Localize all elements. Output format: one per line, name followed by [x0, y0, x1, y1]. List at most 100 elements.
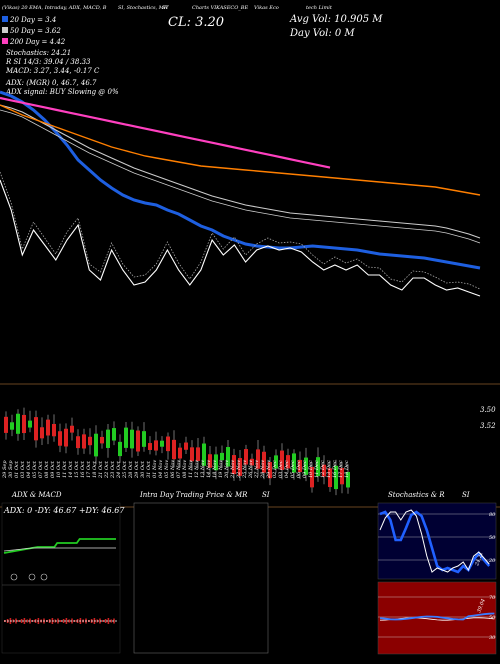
date-label: 09 Dec [302, 460, 308, 478]
date-label: 30 Sep [8, 460, 14, 478]
macd-histogram [4, 618, 118, 624]
date-label: 15 Oct [74, 460, 80, 478]
date-label: 08 Oct [44, 460, 50, 478]
adx-circle-marker [28, 573, 36, 581]
candle-body [142, 431, 146, 447]
candle-body [280, 450, 284, 470]
date-label: 29 Oct [134, 460, 140, 479]
date-label: 29 Sep [2, 460, 8, 479]
candle-body [136, 430, 140, 452]
date-label: 16 Dec [332, 460, 338, 478]
date-label: 01 Nov [152, 460, 158, 478]
main-price-chart [0, 90, 481, 297]
pink-line [0, 96, 331, 169]
stoch-axis-20: 20 [488, 558, 496, 564]
date-label: 17 Oct [86, 460, 92, 478]
adx-macd-title: ADX & MACD [11, 491, 62, 499]
rsi-axis-50: 50 [489, 615, 496, 621]
candle-body [172, 439, 176, 460]
candle-body [70, 425, 74, 433]
date-label: 18 Dec [344, 460, 350, 478]
legend-adx-signal: ADX signal: BUY Slowing @ 0% [5, 88, 119, 96]
macd-bar [102, 620, 104, 622]
date-label: 13 Nov [200, 460, 206, 478]
date-label: 06 Dec [296, 460, 302, 478]
candle-body [274, 455, 278, 469]
adx-circle-marker [10, 573, 18, 581]
date-label: 01 Oct [14, 460, 20, 478]
candle-body [154, 440, 158, 451]
candle-body [64, 428, 68, 447]
date-label: 07 Oct [38, 460, 44, 478]
date-label: 04 Oct [26, 460, 32, 478]
candle-body [214, 454, 218, 471]
intraday-title: Intra Day Trading Price & MR [139, 491, 248, 499]
candle-body [346, 471, 350, 488]
legend-swatch-ema20 [2, 16, 8, 22]
date-label: 12 Nov [194, 460, 200, 478]
macd-bar [20, 619, 23, 623]
candle-body [106, 429, 110, 448]
macd-bar [23, 618, 26, 624]
date-label: 12 Dec [320, 460, 326, 478]
candle-body [184, 442, 188, 450]
candle-body [118, 441, 122, 457]
candle-body [220, 452, 224, 461]
candle-body [232, 455, 236, 475]
date-label: 07 Nov [176, 460, 182, 478]
title-segment: Charts VIKASECO_BE [192, 5, 248, 11]
adx-panel-bg [1, 502, 121, 654]
legend-stochastics: Stochastics: 24.21 [6, 49, 71, 57]
candle-body [40, 427, 44, 439]
macd-bar [60, 620, 62, 622]
candle-body [58, 431, 62, 446]
price-axis-label-mid: 3.52 [480, 422, 496, 430]
rsi-lines [379, 612, 495, 621]
legend-ema50: 50 Day = 3.62 [10, 27, 61, 35]
legend-swatch-ema50 [2, 27, 8, 33]
date-label: 21 Nov [230, 460, 236, 479]
header: (Vikas) 20 EMA, Intraday, ADX, MACD, B SI… [2, 4, 383, 39]
candle-body [10, 422, 14, 430]
candle-body [4, 416, 8, 433]
date-label: 24 Oct [116, 460, 122, 479]
candle-body [178, 447, 182, 459]
close-label: CL: 3.20 [168, 15, 224, 30]
candle-body [286, 455, 290, 469]
date-label: 17 Dec [338, 460, 344, 478]
day-volume: Day Vol: 0 M [289, 28, 355, 39]
candle-body [334, 465, 338, 490]
candle-body [100, 436, 104, 444]
candle-body [292, 453, 296, 473]
date-label: 20 Nov [224, 460, 230, 479]
legend-macd: MACD: 3.27, 3.44, -0.17 C [5, 67, 100, 75]
candle-body [262, 451, 266, 473]
candle-body [160, 440, 164, 447]
date-label: 30 Oct [140, 460, 146, 478]
date-label: 11 Nov [188, 460, 194, 478]
candle-body [94, 433, 98, 457]
rsi-value-label: 39.04 [476, 598, 487, 614]
legend-rsi: R SI 14/3: 39.04 / 38.33 [5, 58, 91, 66]
date-label: 03 Oct [20, 460, 26, 478]
macd-bar [110, 619, 112, 623]
candle-body [148, 443, 152, 450]
date-label: 19 Nov [218, 460, 224, 478]
ema20-line [0, 90, 481, 270]
candle-body [76, 436, 80, 449]
date-label: 18 Nov [212, 460, 218, 478]
date-label: 05 Dec [290, 460, 296, 478]
title-segment: Vikas Eco [254, 5, 279, 11]
date-label: 26 Nov [248, 460, 254, 479]
candle-body [28, 420, 32, 428]
adx-white-line [3, 547, 116, 552]
macd-bar [104, 619, 107, 623]
candle-body [82, 434, 86, 449]
title-segment: tech Limit [306, 5, 333, 11]
candle-body [328, 468, 332, 488]
date-label: 28 Nov [260, 460, 266, 479]
ema200-line [0, 104, 481, 196]
candle-body [298, 459, 302, 473]
candle-body [208, 454, 212, 468]
date-label: 06 Nov [170, 460, 176, 478]
